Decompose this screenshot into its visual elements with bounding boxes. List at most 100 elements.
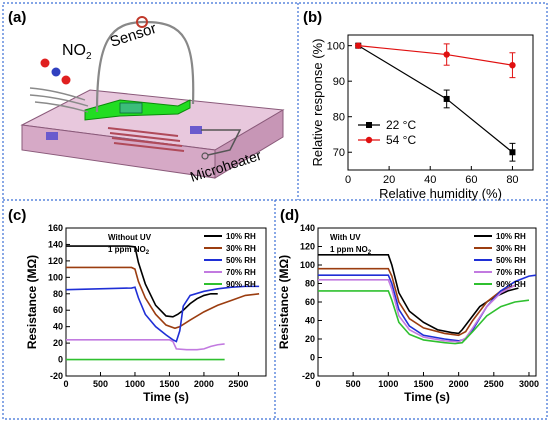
series-line-2 bbox=[358, 45, 513, 66]
x-axis-label: Time (s) bbox=[404, 390, 450, 404]
panel-c-label: (c) bbox=[8, 207, 26, 224]
legend-entry: 90% RH bbox=[226, 280, 256, 289]
legend-entry: 90% RH bbox=[496, 280, 526, 289]
nitrogen-atom bbox=[51, 67, 61, 77]
annotation-subscript: 2 bbox=[146, 250, 150, 256]
x-tick-label: 2000 bbox=[194, 379, 214, 389]
x-tick-label: 60 bbox=[465, 174, 477, 186]
data-point-circle bbox=[509, 61, 516, 69]
series-line-3 bbox=[65, 285, 260, 343]
x-tick-label: 0 bbox=[63, 379, 68, 389]
legend-entry: 10% RH bbox=[496, 232, 526, 241]
y-tick-label: 40 bbox=[53, 322, 63, 332]
oxygen-atom-1 bbox=[40, 58, 50, 68]
x-tick-label: 1500 bbox=[159, 379, 179, 389]
x-tick-label: 500 bbox=[346, 379, 361, 389]
legend-marker bbox=[366, 122, 372, 128]
series-line-1 bbox=[66, 245, 218, 318]
y-tick-label: 20 bbox=[305, 334, 315, 344]
y-tick-label: 80 bbox=[333, 111, 345, 123]
x-axis-label: Relative humidity (%) bbox=[379, 186, 502, 201]
y-tick-label: 100 bbox=[327, 40, 345, 52]
panel-c-chart: (c) 0 500 1000 1500 2000 2500-200204060801001… bbox=[8, 207, 267, 404]
x-tick-label: 1000 bbox=[378, 379, 398, 389]
legend-entry: 50% RH bbox=[226, 256, 256, 265]
y-tick-label: 140 bbox=[300, 223, 315, 233]
heater-wire bbox=[201, 129, 242, 156]
y-tick-label: 120 bbox=[48, 256, 63, 266]
x-tick-label: 40 bbox=[424, 174, 436, 186]
heater-traces bbox=[107, 127, 185, 152]
series-line-5 bbox=[318, 290, 530, 345]
annotation-line-2: 1 ppm NO2 bbox=[330, 245, 372, 256]
series-line-1 bbox=[318, 254, 519, 335]
y-tick-label: 40 bbox=[305, 316, 315, 326]
sensing-film bbox=[119, 102, 143, 114]
panel-a-schematic: (a) NO2 Sensor bbox=[8, 9, 285, 185]
y-tick-label: 90 bbox=[333, 76, 345, 88]
y-tick-label: 80 bbox=[53, 289, 63, 299]
x-tick-label: 500 bbox=[93, 379, 108, 389]
x-tick-label: 3000 bbox=[519, 379, 539, 389]
series-line-2 bbox=[66, 266, 260, 330]
y-tick-label: 80 bbox=[305, 279, 315, 289]
y-tick-label: 20 bbox=[53, 338, 63, 348]
substrate-side bbox=[214, 109, 284, 179]
y-tick-label: 60 bbox=[305, 297, 315, 307]
data-point-circle bbox=[355, 42, 362, 49]
y-tick-label: 0 bbox=[58, 355, 63, 365]
annotation-line-2: 1 ppm NO2 bbox=[108, 245, 150, 256]
x-tick-label: 80 bbox=[506, 174, 518, 186]
annotation-subscript: 2 bbox=[368, 250, 372, 256]
series-line-3 bbox=[318, 274, 537, 342]
legend-entry: 70% RH bbox=[226, 268, 256, 277]
x-tick-label: 1000 bbox=[125, 379, 145, 389]
x-tick-label: 2500 bbox=[228, 379, 248, 389]
x-tick-label: 2000 bbox=[449, 379, 469, 389]
gas-label: NO2 bbox=[62, 42, 92, 62]
plot-frame bbox=[347, 34, 534, 171]
y-tick-label: 100 bbox=[300, 260, 315, 270]
y-tick-label: 70 bbox=[333, 147, 345, 159]
annotation-line-1: With UV bbox=[330, 233, 361, 242]
y-axis-label: Resistance (MΩ) bbox=[25, 255, 39, 349]
x-tick-label: 0 bbox=[315, 379, 320, 389]
legend-marker bbox=[365, 136, 373, 144]
panel-b-chart: (b) 0 20 40 60 80 70 80 90 100 Relative humidity … bbox=[303, 9, 534, 201]
x-tick-label: 20 bbox=[383, 174, 395, 186]
annotation-text: 1 ppm NO bbox=[108, 245, 146, 254]
legend-entry: 22 °C bbox=[386, 118, 416, 132]
y-tick-label: -20 bbox=[50, 371, 63, 381]
panel-d-chart: (d) 0 500 1000 1500 2000 2500 3000-20020406080… bbox=[277, 207, 539, 404]
y-tick-label: -20 bbox=[302, 371, 315, 381]
x-tick-label: 2500 bbox=[484, 379, 504, 389]
x-tick-label: 1500 bbox=[413, 379, 433, 389]
y-tick-label: 100 bbox=[48, 272, 63, 282]
y-tick-label: 160 bbox=[48, 223, 63, 233]
legend-entry: 30% RH bbox=[226, 244, 256, 253]
legend-entry: 10% RH bbox=[226, 232, 256, 241]
y-axis-label: Resistance (MΩ) bbox=[277, 255, 291, 349]
panel-d-label: (d) bbox=[280, 207, 299, 224]
panel-a-label: (a) bbox=[8, 9, 26, 26]
legend-entry: 54 °C bbox=[386, 133, 416, 147]
sensor-label: Sensor bbox=[108, 20, 158, 51]
series-line-2 bbox=[318, 267, 516, 337]
annotation-line-1: Without UV bbox=[108, 233, 152, 242]
heater-coil bbox=[201, 152, 209, 160]
plot-frame bbox=[65, 227, 267, 377]
wire-contact bbox=[136, 16, 148, 28]
annotation-text: 1 ppm NO bbox=[330, 245, 368, 254]
sensor-wire bbox=[95, 20, 195, 113]
data-point-square bbox=[509, 149, 516, 156]
y-tick-label: 0 bbox=[310, 353, 315, 363]
series-line-4 bbox=[66, 339, 225, 351]
data-point-circle bbox=[443, 51, 450, 58]
y-tick-label: 60 bbox=[53, 305, 63, 315]
panel-b-label: (b) bbox=[303, 9, 322, 26]
pad-left bbox=[46, 132, 58, 140]
legend-entry: 50% RH bbox=[496, 256, 526, 265]
x-axis-label: Time (s) bbox=[143, 390, 189, 404]
